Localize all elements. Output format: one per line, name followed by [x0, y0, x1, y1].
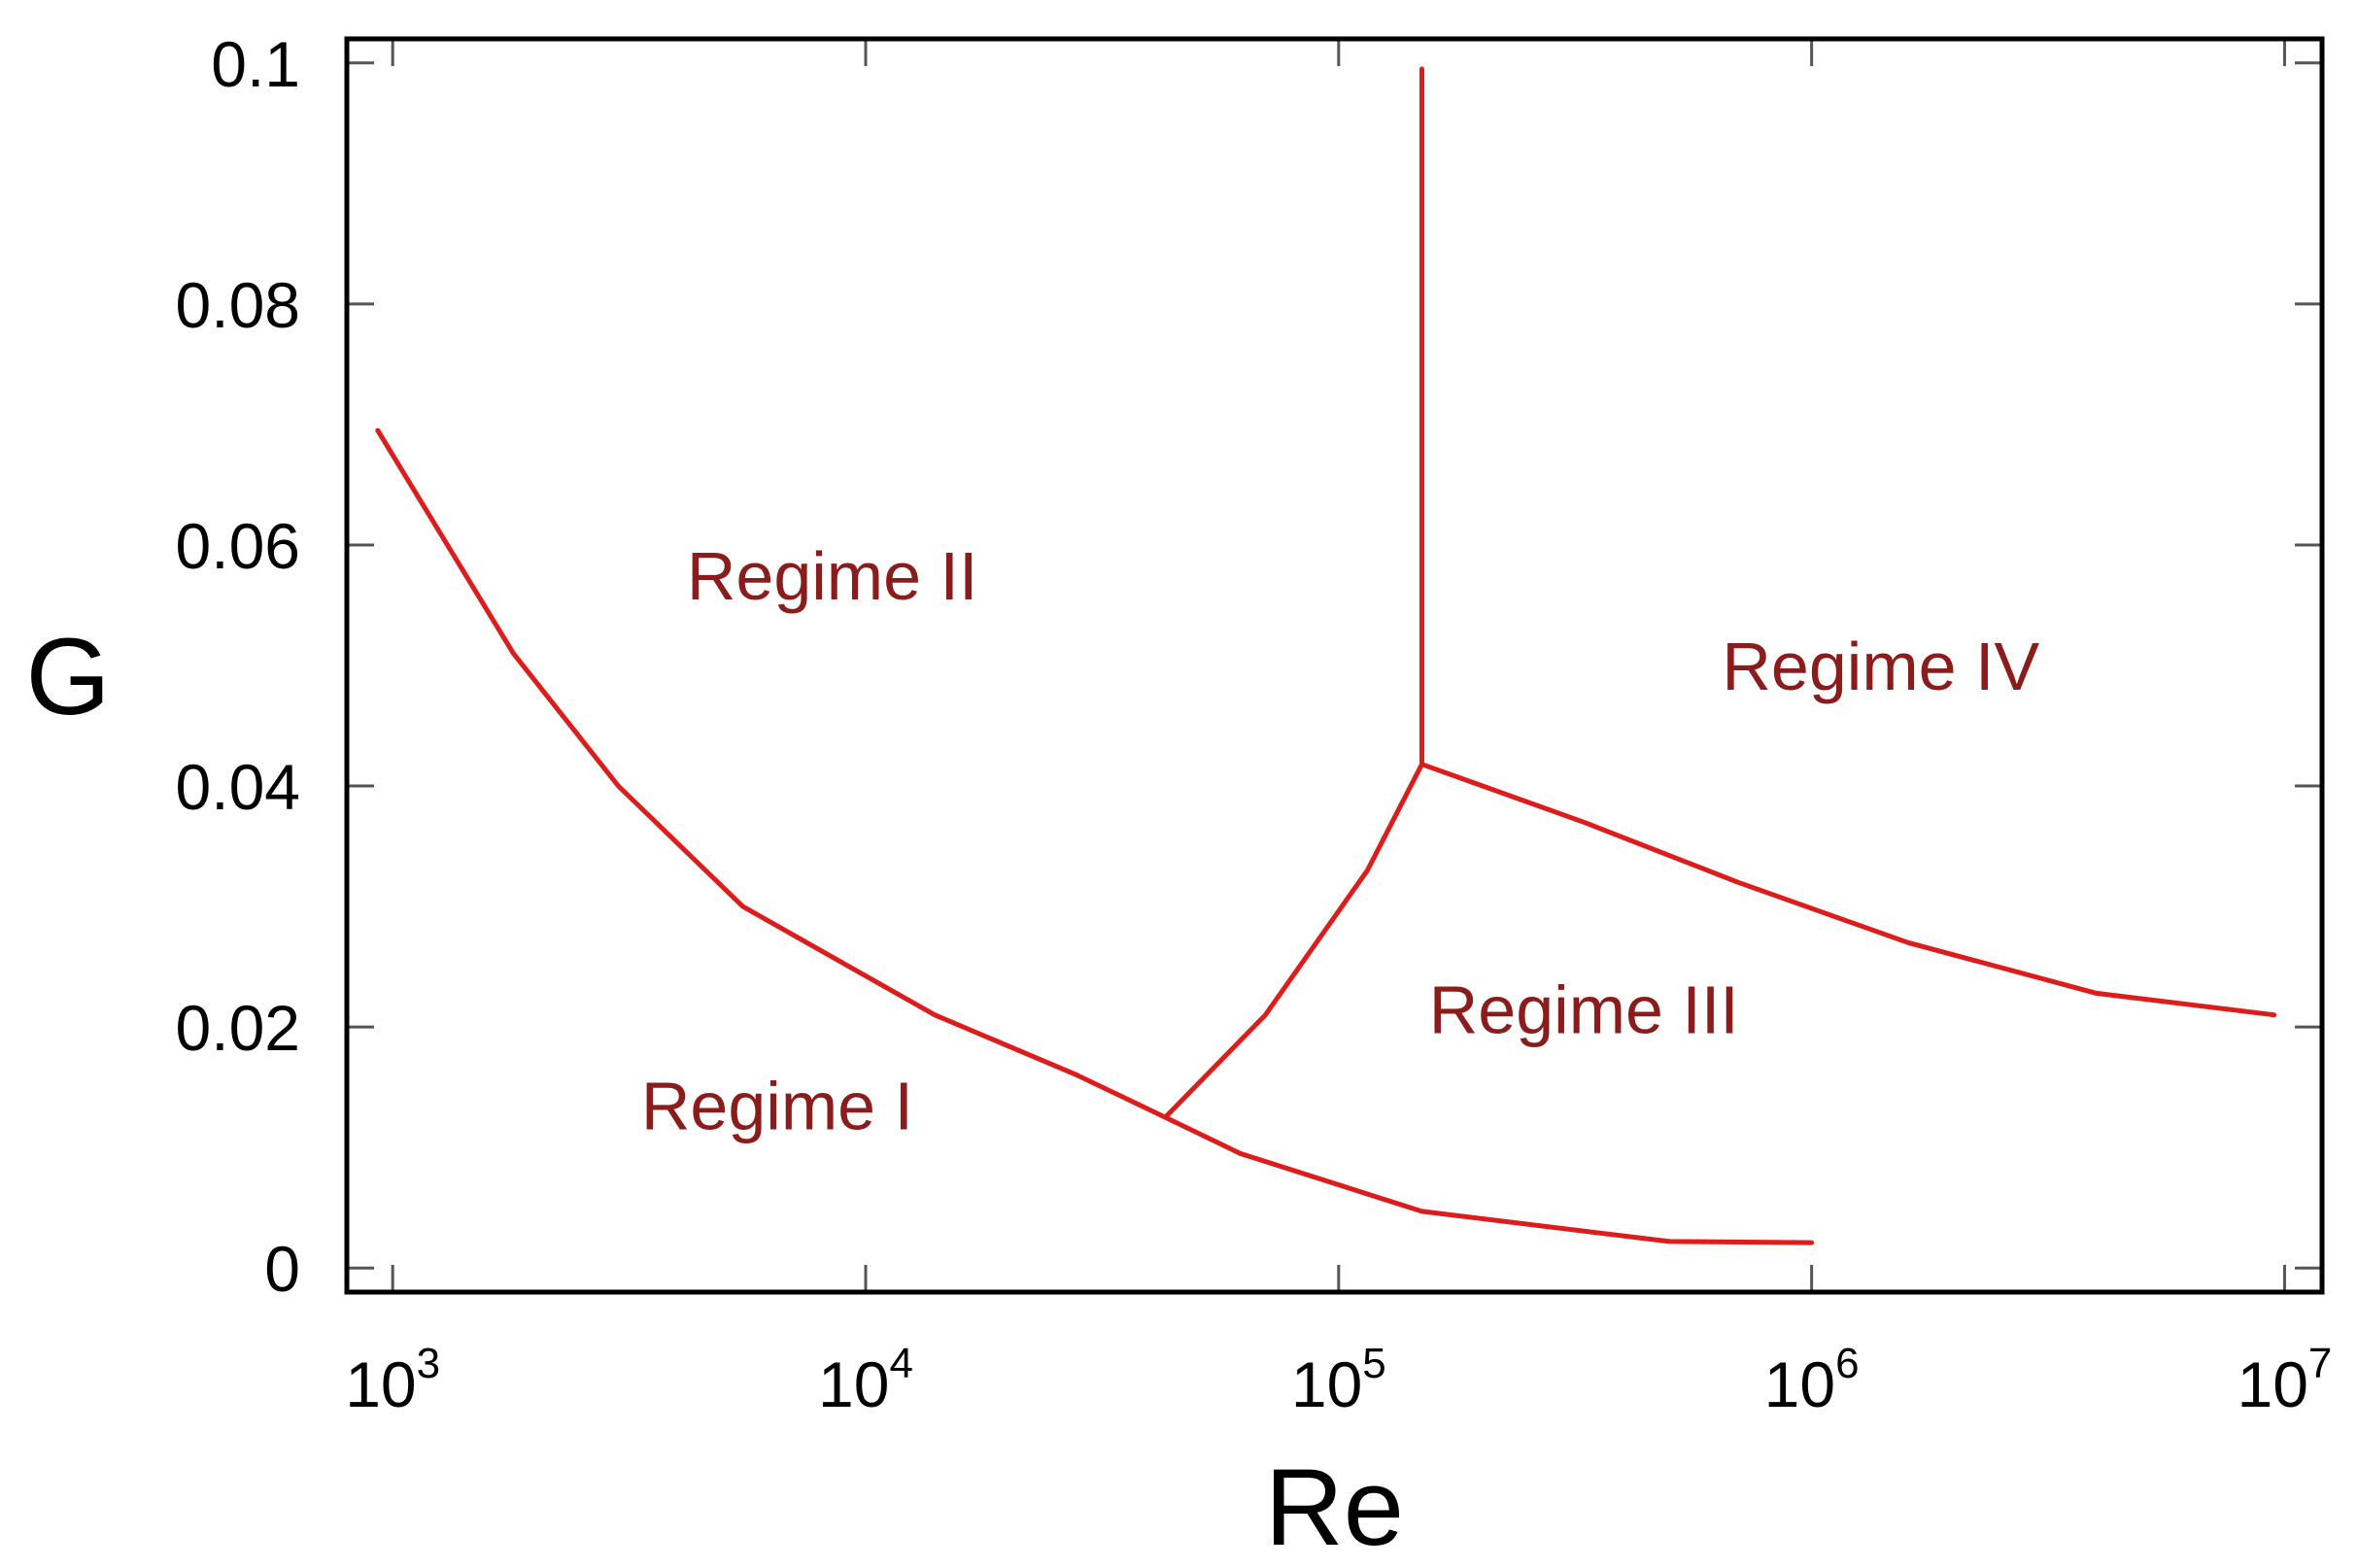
x-tick-label-base: 10	[1764, 1348, 1835, 1420]
y-tick-label-0: 0	[264, 1233, 300, 1305]
x-tick-label-exponent: 6	[1835, 1340, 1859, 1387]
x-tick-label-base: 10	[818, 1348, 889, 1420]
x-tick-label-4: 107	[2238, 1340, 2333, 1420]
axis-ticks	[347, 39, 2322, 1292]
boundary-line-1	[1162, 762, 1424, 1120]
x-tick-label-base: 10	[2238, 1348, 2308, 1420]
x-tick-label-exponent: 4	[889, 1340, 912, 1387]
x-tick-label-base: 10	[345, 1348, 416, 1420]
y-tick-label-1: 0.02	[176, 992, 300, 1064]
regime-label-4: Regime IV	[1722, 629, 2039, 704]
x-tick-label-exponent: 5	[1362, 1340, 1385, 1387]
boundary-line-0	[375, 427, 1815, 1245]
y-tick-label-3: 0.06	[176, 510, 300, 582]
y-tick-label-2: 0.04	[176, 751, 300, 823]
plot-frame	[344, 36, 2325, 1295]
regime-boundaries	[375, 66, 2277, 1245]
x-tick-label-base: 10	[1291, 1348, 1362, 1420]
x-tick-label-3: 106	[1764, 1340, 1860, 1420]
boundary-line-3	[1419, 762, 2277, 1018]
x-tick-label-0: 103	[345, 1340, 440, 1420]
regime-label-2: Regime II	[687, 538, 978, 614]
regime-label-3: Regime III	[1429, 971, 1739, 1047]
x-axis-title: Re	[1265, 1447, 1404, 1568]
x-tick-label-2: 105	[1291, 1340, 1386, 1420]
regime-labels: Regime I Regime II Regime III Regime IV	[641, 538, 2040, 1144]
x-tick-label-exponent: 3	[417, 1340, 440, 1387]
y-tick-label-5: 0.1	[211, 28, 300, 100]
x-tick-label-exponent: 7	[2308, 1340, 2332, 1387]
x-tick-label-1: 104	[818, 1340, 913, 1420]
regime-label-1: Regime I	[641, 1069, 913, 1144]
y-tick-label-4: 0.08	[176, 269, 300, 341]
y-axis-title: G	[25, 616, 110, 737]
